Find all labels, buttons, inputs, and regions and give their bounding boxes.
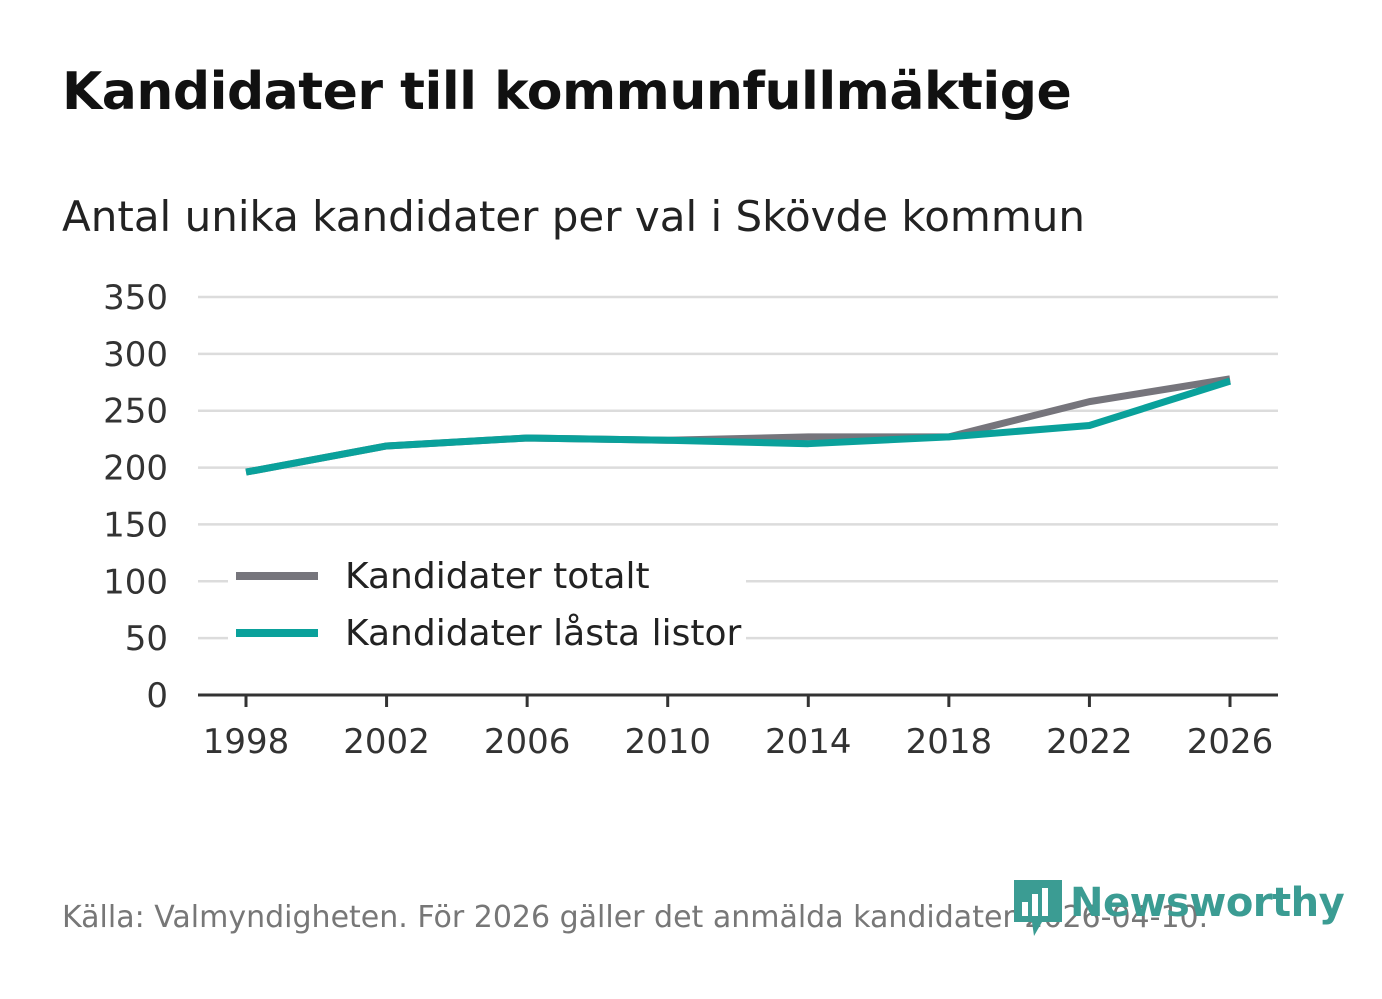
x-tick-label: 2010 [624,722,711,762]
x-tick-label: 2022 [1046,722,1133,762]
x-tick-label: 2002 [343,722,430,762]
logo-text: Newsworthy [1070,880,1345,926]
y-tick-label: 350 [103,278,168,318]
legend-item-locked-label: Kandidater låsta listor [345,613,741,654]
y-tick-label: 50 [125,619,168,659]
y-tick-label: 200 [103,449,168,489]
series-line-locked [245,377,1232,476]
y-tick-label: 150 [103,505,168,545]
legend-background [228,548,746,668]
chart-subtitle: Antal unika kandidater per val i Skövde … [62,192,1085,241]
y-axis-ticks: 0 50 100 150 200 250 300 350 [103,278,168,716]
x-tick-label: 2026 [1187,722,1274,762]
series-lines [245,375,1232,476]
y-tick-label: 250 [103,392,168,432]
x-tick-label: 2006 [484,722,571,762]
x-axis: 1998 2002 2006 2010 2014 2018 2022 2026 [198,693,1278,762]
y-tick-label: 100 [103,562,168,602]
chart-title: Kandidater till kommunfullmäktige [62,62,1072,122]
y-tick-label: 0 [146,676,168,716]
y-tick-label: 300 [103,335,168,375]
x-tick-label: 2018 [906,722,993,762]
legend: Kandidater totalt Kandidater låsta listor [228,548,746,668]
newsworthy-logo: Newsworthy [1012,878,1345,940]
legend-item-total-label: Kandidater totalt [345,556,650,597]
x-tick-label: 2014 [765,722,852,762]
bar-chart-speech-bubble-icon [1014,880,1062,936]
x-tick-label: 1998 [203,722,290,762]
